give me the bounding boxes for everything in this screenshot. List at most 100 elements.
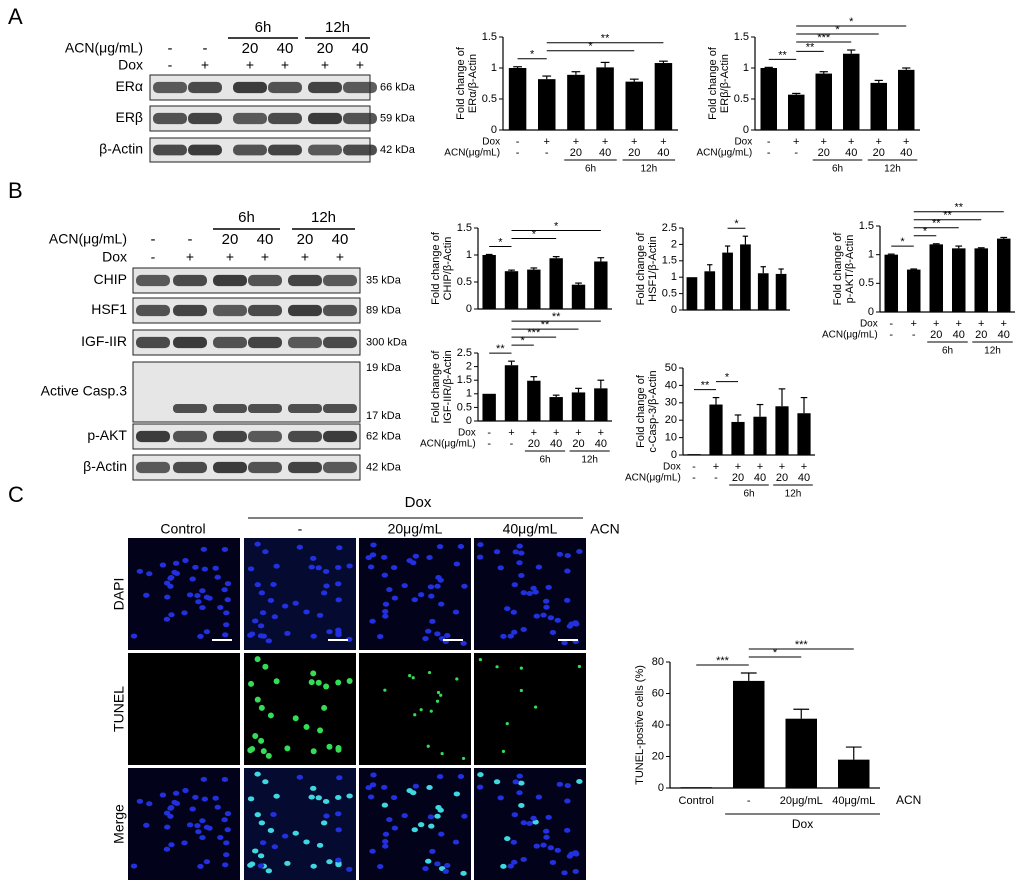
nucleus bbox=[516, 790, 523, 796]
x-tick-label: - bbox=[545, 147, 549, 159]
nucleus bbox=[217, 835, 224, 841]
nucleus bbox=[262, 779, 269, 785]
y-tick-label: 0.5 bbox=[859, 277, 874, 289]
band bbox=[288, 274, 322, 287]
y-tick-label: 0 bbox=[658, 782, 664, 794]
nucleus bbox=[434, 631, 441, 637]
nucleus bbox=[335, 597, 342, 603]
tunel-spot bbox=[577, 664, 581, 669]
nucleus bbox=[477, 542, 484, 548]
lane-label: + bbox=[261, 249, 269, 265]
nucleus bbox=[284, 860, 291, 866]
nucleus bbox=[335, 862, 342, 868]
y-tick-label: 1.5 bbox=[859, 220, 874, 232]
bar bbox=[952, 248, 966, 312]
bar bbox=[504, 271, 519, 309]
nucleus bbox=[310, 785, 317, 791]
nucleus bbox=[457, 774, 465, 780]
nucleus bbox=[452, 839, 460, 845]
nucleus bbox=[335, 565, 342, 571]
band bbox=[213, 304, 247, 317]
significance-label: ** bbox=[943, 210, 952, 222]
x-tick-label: + bbox=[553, 427, 559, 439]
nucleus bbox=[203, 629, 211, 635]
tunel-spot bbox=[519, 688, 523, 693]
bar bbox=[704, 271, 716, 310]
nucleus bbox=[315, 565, 322, 571]
bar bbox=[929, 244, 943, 312]
y-tick-label: 0.5 bbox=[662, 288, 677, 300]
kda-label: 42 kDa bbox=[380, 144, 416, 156]
nucleus bbox=[271, 614, 279, 620]
band bbox=[173, 304, 207, 317]
x-tick-label: - bbox=[794, 147, 798, 159]
nucleus bbox=[422, 866, 429, 872]
tunel-spot bbox=[265, 752, 272, 759]
nucleus bbox=[511, 629, 518, 635]
nucleus bbox=[292, 600, 299, 606]
significance-label: * bbox=[900, 236, 905, 248]
nucleus bbox=[540, 612, 547, 618]
y-tick-label: 0 bbox=[868, 306, 874, 318]
nucleus bbox=[273, 563, 280, 569]
tunel-spot bbox=[346, 678, 353, 685]
protein-label: Active Casp.3 bbox=[41, 383, 128, 399]
y-tick-label: 60 bbox=[652, 687, 664, 699]
row-label: ACN(μg/mL) bbox=[49, 231, 127, 247]
bar bbox=[571, 284, 586, 309]
nucleus bbox=[417, 822, 425, 828]
nucleus bbox=[167, 575, 174, 581]
nucleus bbox=[223, 840, 230, 846]
x-tick-label: 40 bbox=[599, 147, 611, 159]
nucleus bbox=[172, 560, 180, 566]
nucleus bbox=[323, 813, 330, 819]
bar bbox=[843, 53, 860, 130]
nucleus bbox=[254, 812, 261, 818]
band bbox=[173, 404, 207, 413]
lane-label: + bbox=[321, 57, 329, 73]
band bbox=[248, 274, 282, 287]
nucleus bbox=[566, 623, 574, 629]
band bbox=[323, 304, 357, 317]
nucleus bbox=[257, 863, 265, 869]
nucleus bbox=[335, 795, 342, 801]
nucleus bbox=[369, 552, 377, 558]
nucleus bbox=[391, 825, 399, 831]
x-tick-label: - bbox=[889, 329, 893, 341]
x-tick-label: + bbox=[598, 427, 604, 439]
x-tick-label: 20 bbox=[732, 472, 744, 484]
nucleus bbox=[412, 783, 420, 789]
bar bbox=[797, 413, 811, 455]
nucleus bbox=[181, 610, 188, 616]
band bbox=[136, 274, 170, 287]
x-tick-label: + bbox=[903, 136, 909, 148]
x-tick-label: 40 bbox=[754, 472, 766, 484]
band bbox=[308, 144, 342, 156]
kda-label: 89 kDa bbox=[366, 304, 402, 316]
nucleus bbox=[200, 776, 208, 782]
x-row-label: ACN(μg/mL) bbox=[444, 148, 500, 159]
nucleus bbox=[136, 798, 144, 804]
x-tick-label: 40 bbox=[845, 147, 857, 159]
tunel-spot bbox=[284, 745, 291, 752]
nucleus bbox=[257, 623, 265, 629]
nucleus bbox=[561, 640, 568, 646]
band bbox=[188, 144, 222, 156]
nucleus bbox=[576, 549, 583, 555]
significance-label: * bbox=[554, 220, 559, 232]
nucleus bbox=[262, 549, 269, 555]
nucleus bbox=[564, 783, 571, 789]
band bbox=[343, 144, 377, 156]
nucleus bbox=[281, 833, 289, 839]
nucleus bbox=[320, 820, 328, 826]
x-tick-label: + bbox=[801, 461, 807, 473]
nucleus bbox=[335, 827, 342, 833]
lane-label: + bbox=[356, 57, 364, 73]
nucleus bbox=[221, 817, 228, 823]
nucleus bbox=[322, 799, 330, 805]
nucleus bbox=[146, 801, 153, 807]
nucleus bbox=[221, 776, 229, 782]
bar bbox=[538, 79, 556, 130]
y-tick-label: 0.5 bbox=[734, 93, 749, 105]
significance-label: ** bbox=[701, 379, 710, 391]
